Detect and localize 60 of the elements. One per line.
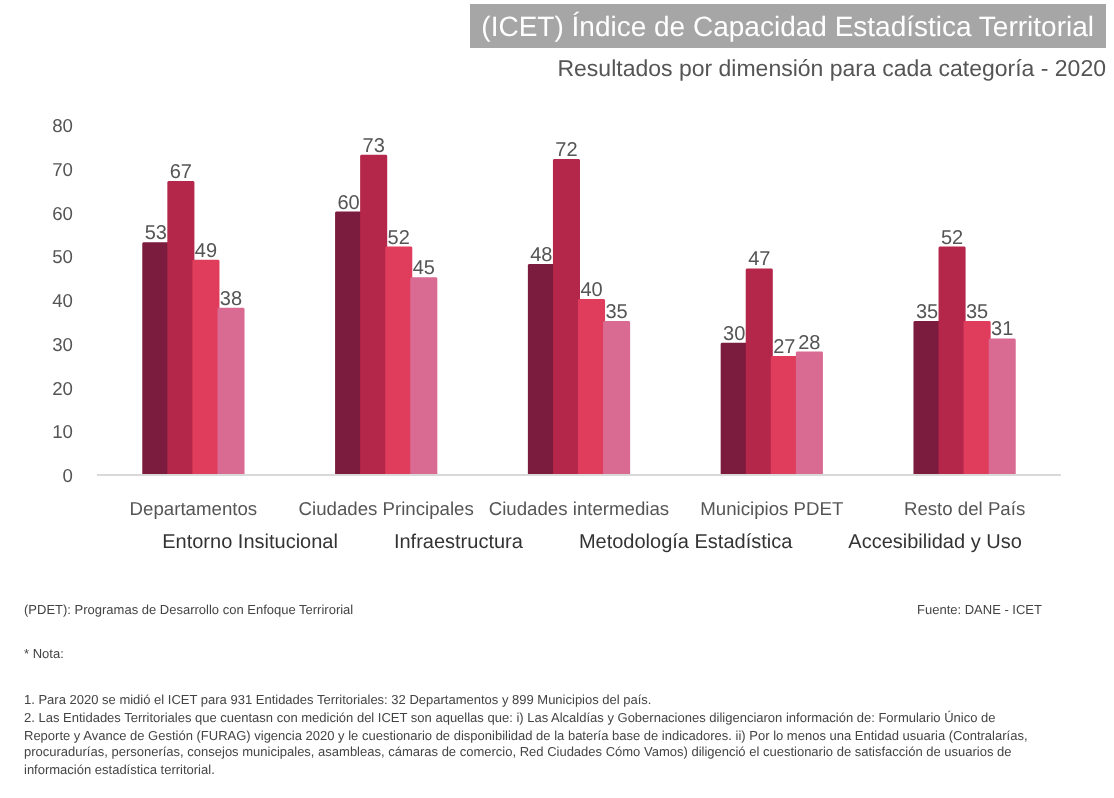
data-label: 40 xyxy=(580,280,604,302)
bar xyxy=(192,259,220,475)
x-tick-label: Ciudades Principales xyxy=(298,499,475,519)
bar xyxy=(913,320,941,475)
x-tick-label: Resto del País xyxy=(903,499,1026,519)
y-tick-label: 50 xyxy=(52,247,74,268)
y-tick-label: 70 xyxy=(52,159,74,180)
data-label: 35 xyxy=(915,301,939,324)
data-label: 27 xyxy=(773,336,797,359)
bar xyxy=(745,268,773,475)
data-label: 72 xyxy=(555,140,579,162)
data-label: 35 xyxy=(605,301,629,324)
data-label: 47 xyxy=(748,249,772,272)
data-label: 52 xyxy=(940,227,965,250)
data-label: 49 xyxy=(194,240,218,263)
data-label: 60 xyxy=(337,192,361,215)
bar xyxy=(795,351,823,475)
bar xyxy=(603,320,631,475)
data-label: 52 xyxy=(387,227,411,250)
data-label: 48 xyxy=(530,245,554,267)
bar xyxy=(578,299,606,475)
y-tick-label: 20 xyxy=(52,378,74,399)
data-label: 38 xyxy=(219,288,243,311)
bar xyxy=(385,246,413,475)
bar xyxy=(142,242,170,475)
text: Entorno Insitucional xyxy=(162,532,338,554)
text: Metodología Estadística xyxy=(578,532,793,554)
bar xyxy=(217,307,245,475)
bar xyxy=(720,342,748,475)
chart-title: (ICET) Índice de Capacidad Estadística Territorial xyxy=(469,4,1106,48)
y-tick-label: 0 xyxy=(62,466,74,486)
data-label: 53 xyxy=(144,223,168,246)
data-label: 30 xyxy=(723,323,747,346)
bar xyxy=(770,355,798,475)
data-label: 31 xyxy=(991,319,1015,342)
data-label: 67 xyxy=(169,161,193,184)
bar xyxy=(335,211,363,475)
bar xyxy=(963,320,991,475)
y-tick-label: 40 xyxy=(52,291,74,311)
y-tick-label: 60 xyxy=(52,203,74,224)
y-tick-label: 80 xyxy=(52,116,74,136)
x-tick-label: Municipios PDET xyxy=(700,499,844,519)
bar xyxy=(552,159,580,475)
bar xyxy=(938,246,966,475)
x-tick-label: Departamentos xyxy=(129,499,258,519)
bar xyxy=(360,154,388,475)
bar xyxy=(527,264,555,475)
bar xyxy=(167,180,195,475)
x-tick-label: Ciudades intermedias xyxy=(488,499,670,519)
y-tick-label: 10 xyxy=(52,422,74,443)
data-label: 28 xyxy=(798,332,822,355)
data-label: 35 xyxy=(966,301,990,324)
text: Infraestructura xyxy=(393,532,523,554)
chart-subtitle: Resultados por dimensión para cada categoría - 2020 xyxy=(555,56,1106,86)
bar xyxy=(410,277,438,475)
data-label: 73 xyxy=(362,135,386,158)
bar xyxy=(988,338,1016,475)
text: Accesibilidad y Uso xyxy=(848,532,1022,554)
data-label: 45 xyxy=(412,258,436,281)
y-tick-label: 30 xyxy=(52,334,74,355)
